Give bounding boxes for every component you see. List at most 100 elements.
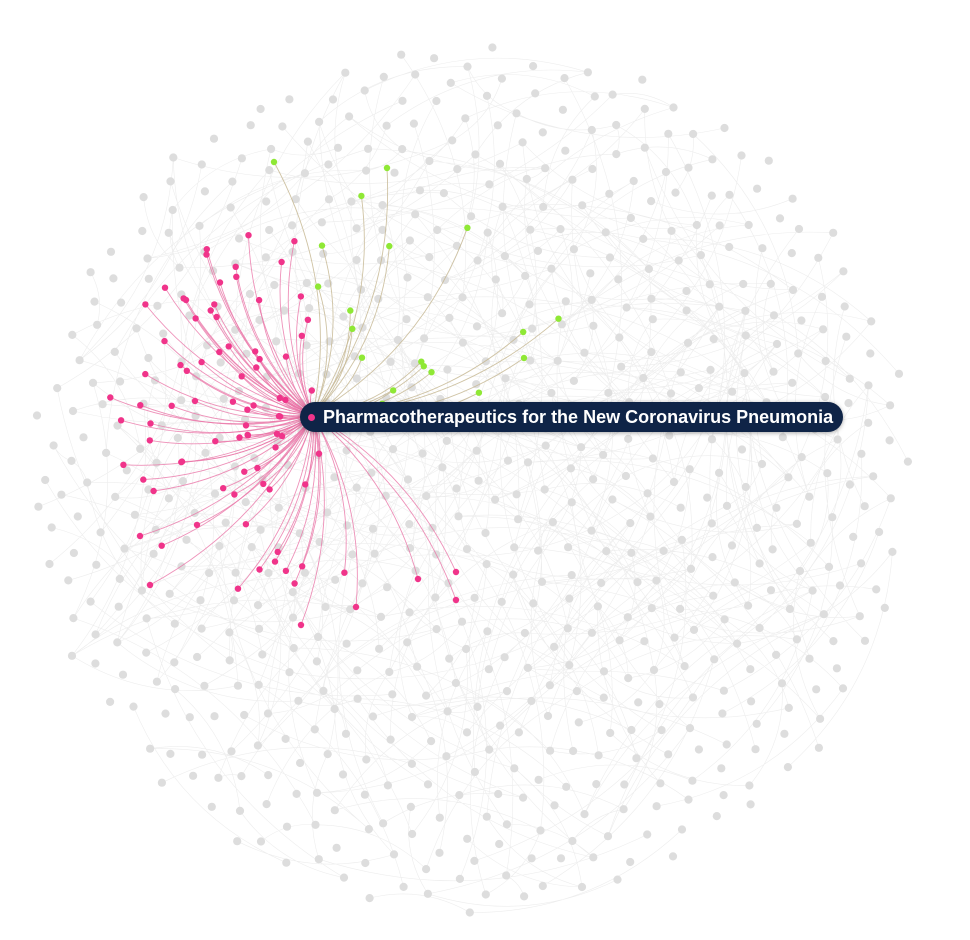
background-node: [603, 832, 613, 841]
background-node: [632, 754, 641, 763]
background-node: [471, 150, 480, 159]
background-node: [106, 247, 116, 256]
background-node: [138, 226, 147, 236]
background-node: [626, 213, 636, 223]
background-nodes: [32, 43, 913, 917]
background-node: [482, 812, 491, 821]
background-node: [670, 633, 679, 642]
background-node: [216, 358, 225, 367]
background-node: [599, 693, 608, 702]
background-node: [757, 459, 767, 469]
background-node: [246, 121, 255, 130]
background-node: [526, 356, 535, 365]
background-node: [360, 86, 369, 95]
background-node: [666, 389, 676, 398]
background-node: [525, 300, 534, 309]
highlighted-node-pink: [282, 396, 289, 404]
background-node: [543, 711, 553, 721]
background-node: [90, 297, 99, 306]
background-node: [358, 579, 367, 588]
background-node: [785, 604, 795, 614]
background-node: [169, 153, 178, 162]
background-node: [470, 856, 479, 866]
background-node: [676, 368, 685, 377]
background-node: [233, 681, 243, 690]
highlighted-node-green: [464, 224, 471, 231]
background-node: [493, 121, 502, 130]
background-node: [674, 256, 683, 265]
background-node: [312, 788, 322, 797]
highlighted-edge-pink: [300, 414, 325, 626]
background-node: [116, 377, 125, 386]
background-node: [352, 374, 361, 383]
background-node: [413, 662, 422, 671]
highlighted-node-pink: [203, 251, 210, 258]
background-node: [685, 724, 695, 733]
background-node: [832, 664, 842, 673]
background-node: [546, 746, 555, 755]
background-node: [708, 553, 717, 562]
background-node: [569, 376, 579, 385]
background-node: [772, 339, 782, 349]
background-node: [258, 650, 267, 659]
background-node: [305, 304, 314, 313]
background-node: [496, 721, 505, 730]
background-node: [111, 492, 120, 501]
background-node: [122, 466, 131, 475]
background-node: [203, 341, 212, 350]
background-node: [652, 576, 661, 585]
background-node: [405, 608, 414, 617]
background-node: [256, 104, 265, 114]
highlighted-edge-green: [312, 245, 334, 416]
background-node: [623, 613, 632, 622]
background-node: [880, 603, 889, 613]
background-node: [195, 221, 204, 230]
highlighted-node-pink: [272, 444, 279, 451]
background-node: [388, 445, 398, 454]
background-node: [462, 728, 472, 737]
background-node: [823, 469, 832, 478]
background-node: [886, 494, 895, 503]
background-node: [330, 473, 339, 482]
background-node: [385, 667, 394, 677]
background-node: [784, 473, 793, 482]
background-node: [639, 234, 648, 243]
background-node: [580, 810, 589, 819]
background-node: [219, 394, 228, 403]
background-node: [159, 329, 168, 338]
background-node: [747, 697, 756, 706]
background-node: [67, 456, 76, 465]
background-node: [855, 612, 864, 621]
background-node: [481, 528, 490, 538]
background-node: [737, 445, 747, 454]
background-node: [587, 628, 597, 637]
background-node: [707, 191, 716, 200]
highlighted-node-pink: [117, 417, 125, 424]
highlighted-node-green: [349, 325, 356, 332]
highlighted-node-pink: [142, 301, 149, 308]
background-node: [547, 264, 556, 273]
background-node: [768, 545, 777, 554]
background-node: [465, 908, 474, 917]
background-node: [452, 241, 461, 250]
highlighted-node-pink: [297, 293, 305, 300]
background-node: [867, 317, 876, 326]
background-node: [491, 275, 500, 284]
background-node: [512, 109, 521, 118]
background-node: [109, 274, 118, 283]
background-node: [717, 764, 726, 773]
background-node: [758, 244, 767, 253]
background-node: [797, 316, 806, 325]
highlighted-edge-pink: [194, 400, 314, 420]
background-node: [98, 400, 107, 409]
highlighted-node-green: [314, 283, 322, 290]
highlighted-node-pink: [191, 397, 199, 405]
background-node: [677, 535, 687, 545]
background-node: [814, 253, 823, 262]
highlighted-node-pink: [150, 487, 157, 495]
background-node: [120, 544, 129, 553]
highlighted-node-pink: [291, 238, 298, 245]
highlighted-node-green: [475, 389, 483, 396]
background-node: [483, 627, 492, 636]
